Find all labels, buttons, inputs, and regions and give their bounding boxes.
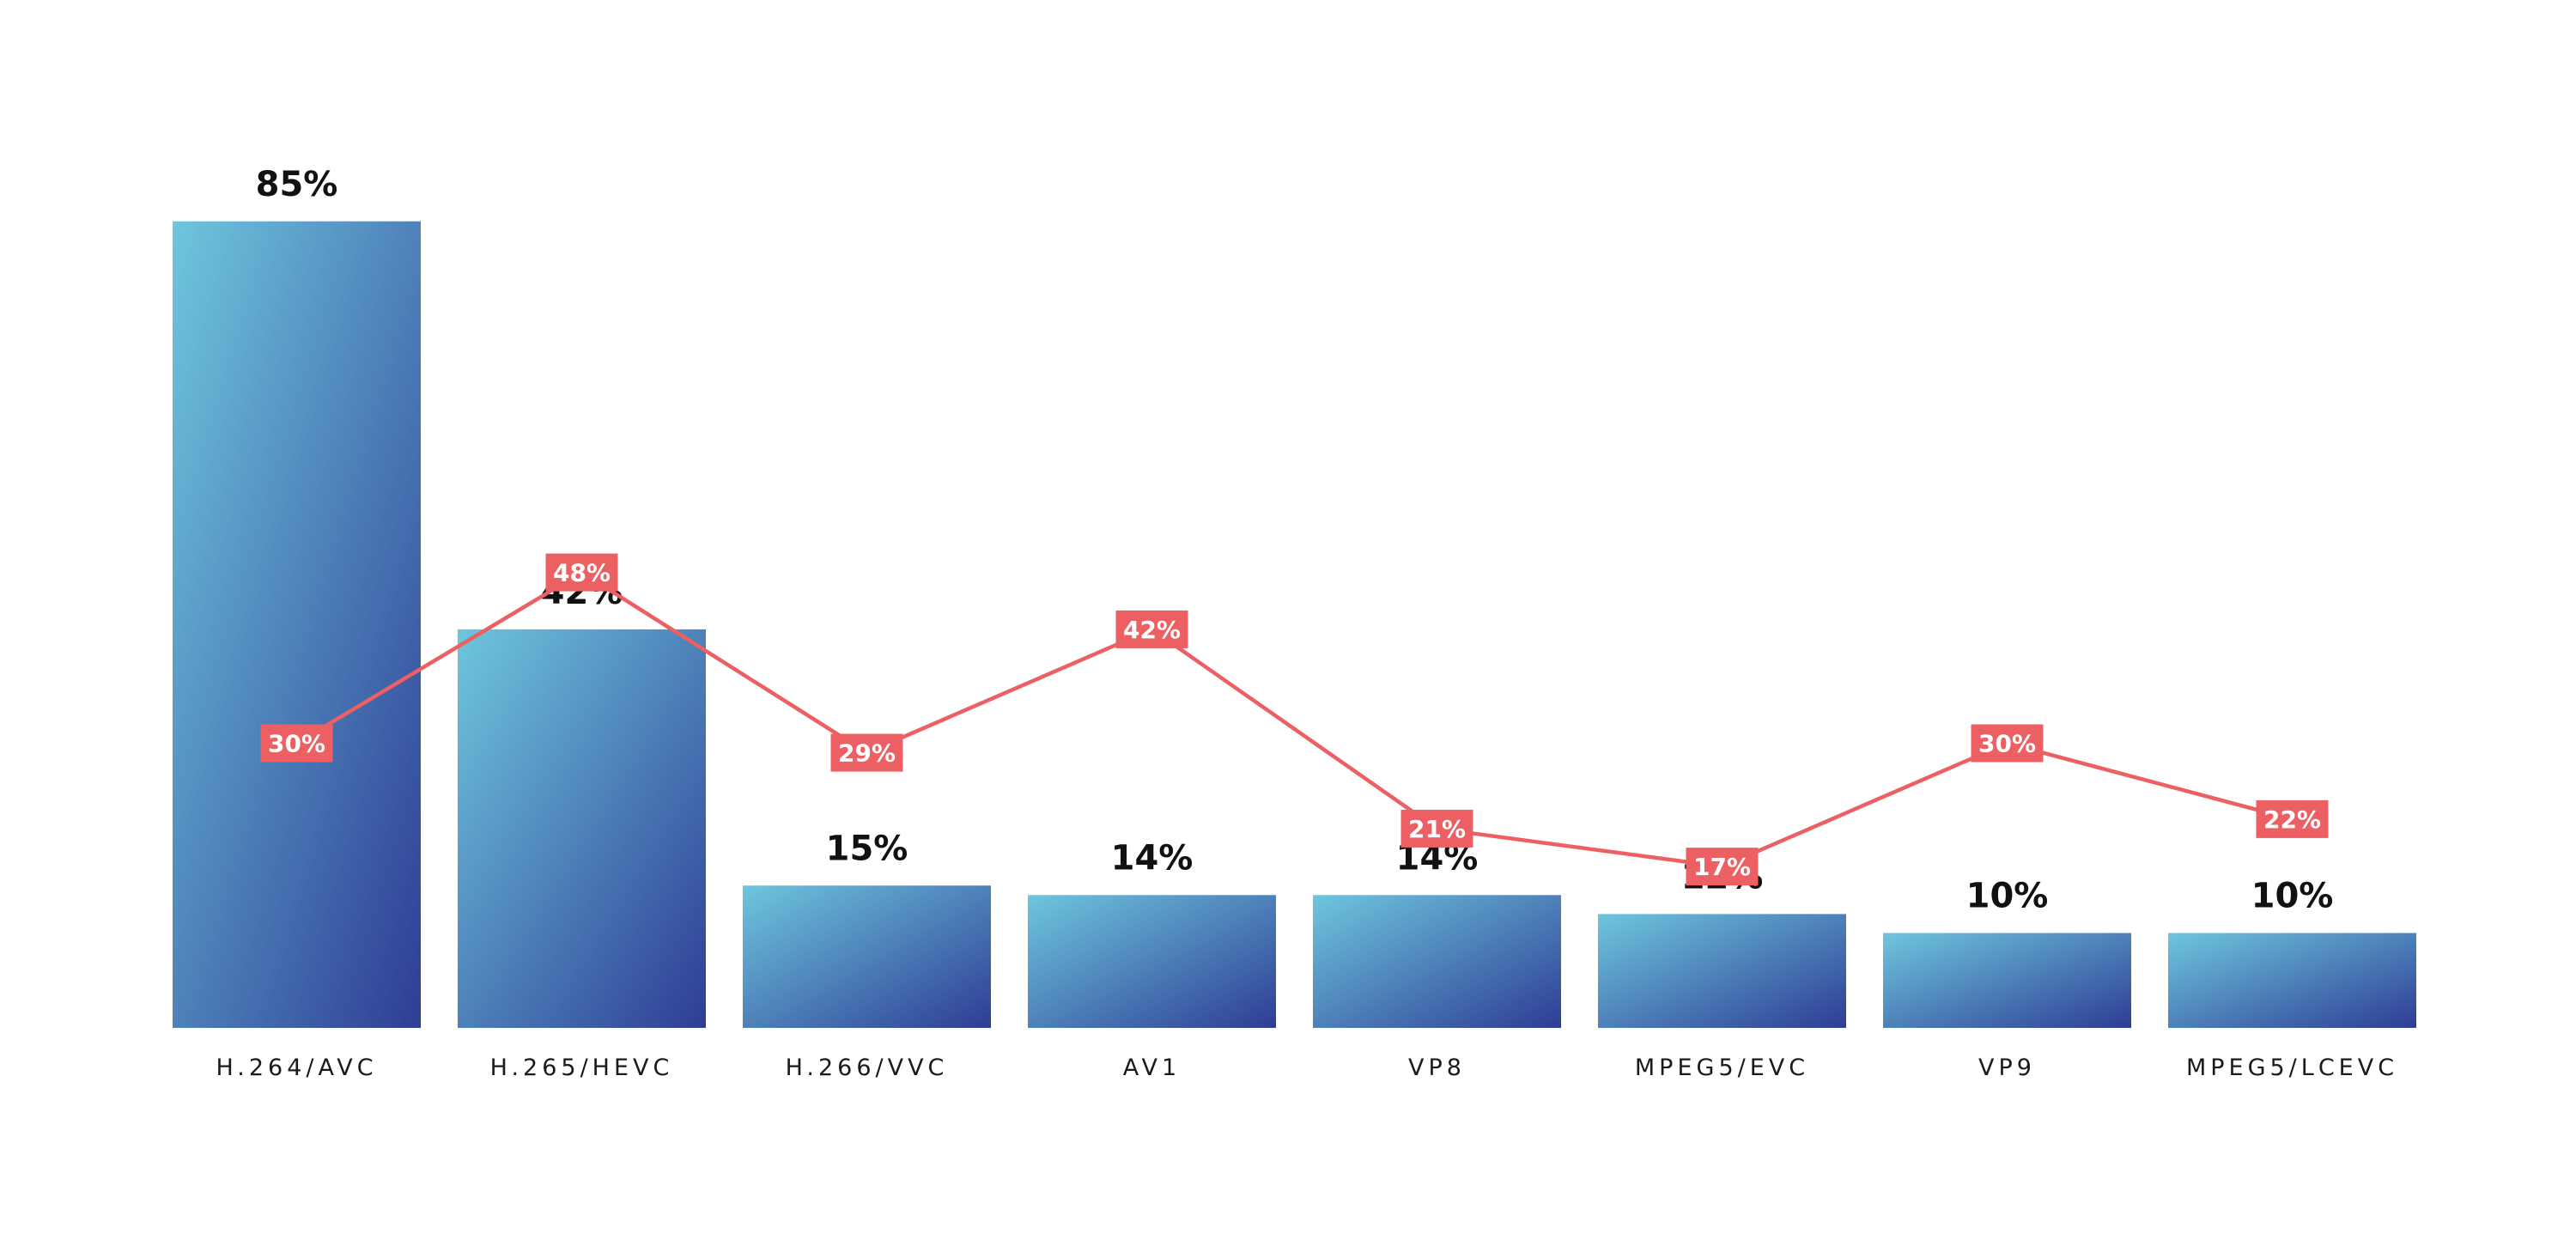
category-label-av1: AV1: [1123, 1055, 1181, 1081]
line-series-layer: 30% 48% 29% 42% 21% 17% 30% 22%: [260, 553, 2329, 886]
line-value-label-vp9: 30%: [1978, 730, 2036, 758]
line-value-label-av1: 42%: [1123, 616, 1181, 644]
category-label-vp9: VP9: [1978, 1055, 2036, 1081]
bar-value-label-h-264-avc: 85%: [256, 165, 338, 204]
category-label-vp8: VP8: [1408, 1055, 1466, 1081]
line-point-vp8: [1400, 809, 1473, 848]
bar-value-label-mpeg5-lcevc: 10%: [2251, 877, 2334, 916]
line-value-label-mpeg5-lcevc: 22%: [2263, 805, 2321, 834]
bar-value-label-h-266-vvc: 15%: [826, 829, 908, 868]
bar-value-label-av1: 14%: [1111, 838, 1194, 878]
line-point-h-264-avc: [260, 724, 333, 763]
line-value-label-h-266-vvc: 29%: [838, 739, 896, 768]
bar-mpeg5-lcevc: [2168, 933, 2416, 1028]
line-value-label-h-264-avc: 30%: [268, 730, 325, 758]
line-point-h-266-vvc: [830, 733, 903, 772]
line-point-vp9: [1971, 724, 2044, 763]
line-series-path: [295, 570, 2293, 869]
line-value-label-h-265-hevc: 48%: [553, 559, 611, 587]
bar-vp9: [1883, 933, 2131, 1028]
bars-layer: [173, 221, 2416, 1028]
category-label-mpeg5-lcevc: MPEG5/LCEVC: [2186, 1055, 2398, 1081]
line-point-mpeg5-evc: [1686, 848, 1759, 886]
bar-av1: [1028, 895, 1276, 1028]
bar-h-264-avc: [173, 221, 421, 1028]
category-label-h-266-vvc: H.266/VVC: [786, 1055, 949, 1081]
line-point-mpeg5-lcevc: [2256, 799, 2329, 838]
line-value-label-vp8: 21%: [1408, 815, 1466, 843]
line-value-label-mpeg5-evc: 17%: [1693, 853, 1751, 881]
category-label-h-264-avc: H.264/AVC: [216, 1055, 377, 1081]
category-labels-layer: H.264/AVC H.265/HEVC H.266/VVC AV1 VP8 MPEG5/…: [216, 1055, 2398, 1081]
bar-vp8: [1313, 895, 1561, 1028]
bar-h-265-hevc: [458, 629, 706, 1028]
bar-h-266-vvc: [743, 885, 991, 1028]
bar-mpeg5-evc: [1598, 914, 1846, 1028]
line-point-av1: [1115, 610, 1188, 648]
category-label-mpeg5-evc: MPEG5/EVC: [1635, 1055, 1809, 1081]
line-point-h-265-hevc: [545, 553, 618, 592]
bar-value-label-vp9: 10%: [1966, 877, 2049, 916]
category-label-h-265-hevc: H.265/HEVC: [490, 1055, 674, 1081]
